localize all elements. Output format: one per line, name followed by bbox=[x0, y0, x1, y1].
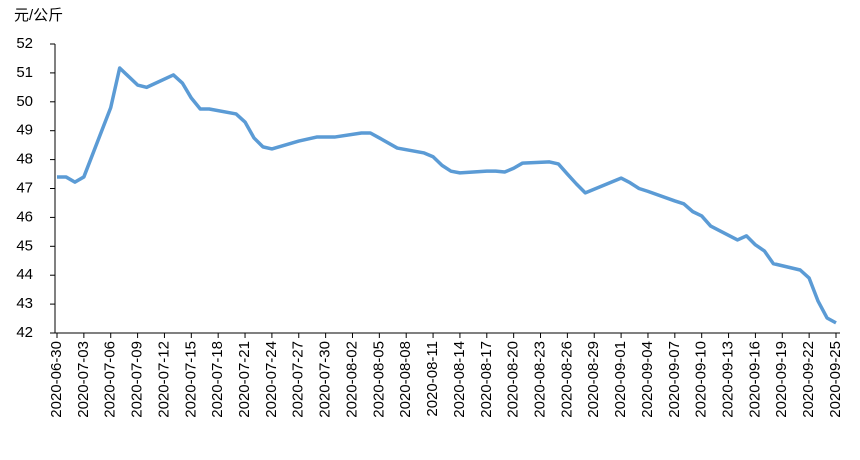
x-tick-label: 2020-08-26 bbox=[558, 341, 575, 418]
x-tick-label: 2020-08-11 bbox=[424, 341, 441, 417]
y-tick-label: 47 bbox=[16, 179, 33, 196]
x-tick-label: 2020-08-20 bbox=[505, 341, 522, 418]
x-tick-label: 2020-09-22 bbox=[800, 341, 817, 418]
x-tick-label: 2020-08-17 bbox=[478, 341, 495, 418]
y-tick-label: 45 bbox=[16, 237, 33, 254]
y-tick-label: 44 bbox=[16, 266, 33, 283]
y-tick-label: 51 bbox=[16, 64, 33, 81]
x-tick-label: 2020-07-09 bbox=[129, 341, 146, 418]
x-tick-label: 2020-07-12 bbox=[155, 341, 172, 418]
y-tick-label: 46 bbox=[16, 208, 33, 225]
x-tick-label: 2020-07-15 bbox=[182, 341, 199, 418]
data-line bbox=[57, 66, 837, 325]
x-tick-label: 2020-09-19 bbox=[773, 341, 790, 418]
x-tick-label: 2020-09-25 bbox=[827, 341, 844, 418]
y-tick-label: 48 bbox=[16, 151, 33, 168]
x-tick-label: 2020-07-27 bbox=[290, 341, 307, 418]
y-tick-label: 42 bbox=[16, 324, 33, 341]
x-tick-label: 2020-09-07 bbox=[666, 341, 683, 418]
x-tick-label: 2020-07-06 bbox=[102, 341, 119, 418]
y-tick-label: 52 bbox=[16, 35, 33, 52]
x-tick-label: 2020-07-03 bbox=[75, 341, 92, 418]
x-tick-label: 2020-07-18 bbox=[209, 341, 226, 418]
x-tick-label: 2020-09-10 bbox=[693, 341, 710, 418]
x-tick-label: 2020-08-02 bbox=[343, 341, 360, 418]
x-tick-label: 2020-08-23 bbox=[531, 341, 548, 418]
x-tick-label: 2020-07-21 bbox=[236, 341, 253, 418]
x-tick-label: 2020-06-30 bbox=[48, 341, 65, 418]
x-tick-label: 2020-08-29 bbox=[585, 341, 602, 418]
y-tick-label: 50 bbox=[16, 93, 33, 110]
x-tick-label: 2020-08-05 bbox=[370, 341, 387, 418]
x-tick-label: 2020-08-08 bbox=[397, 341, 414, 418]
x-tick-label: 2020-07-24 bbox=[263, 341, 280, 418]
y-tick-label: 43 bbox=[16, 295, 33, 312]
x-tick-label: 2020-08-14 bbox=[451, 341, 468, 418]
x-tick-label: 2020-09-01 bbox=[612, 341, 629, 418]
y-axis-label: 元/公斤 bbox=[14, 7, 63, 24]
y-tick-label: 49 bbox=[16, 122, 33, 139]
x-tick-label: 2020-07-30 bbox=[317, 341, 334, 418]
x-tick-label: 2020-09-13 bbox=[720, 341, 737, 418]
x-tick-label: 2020-09-16 bbox=[746, 341, 763, 418]
x-tick-label: 2020-09-04 bbox=[639, 341, 656, 418]
